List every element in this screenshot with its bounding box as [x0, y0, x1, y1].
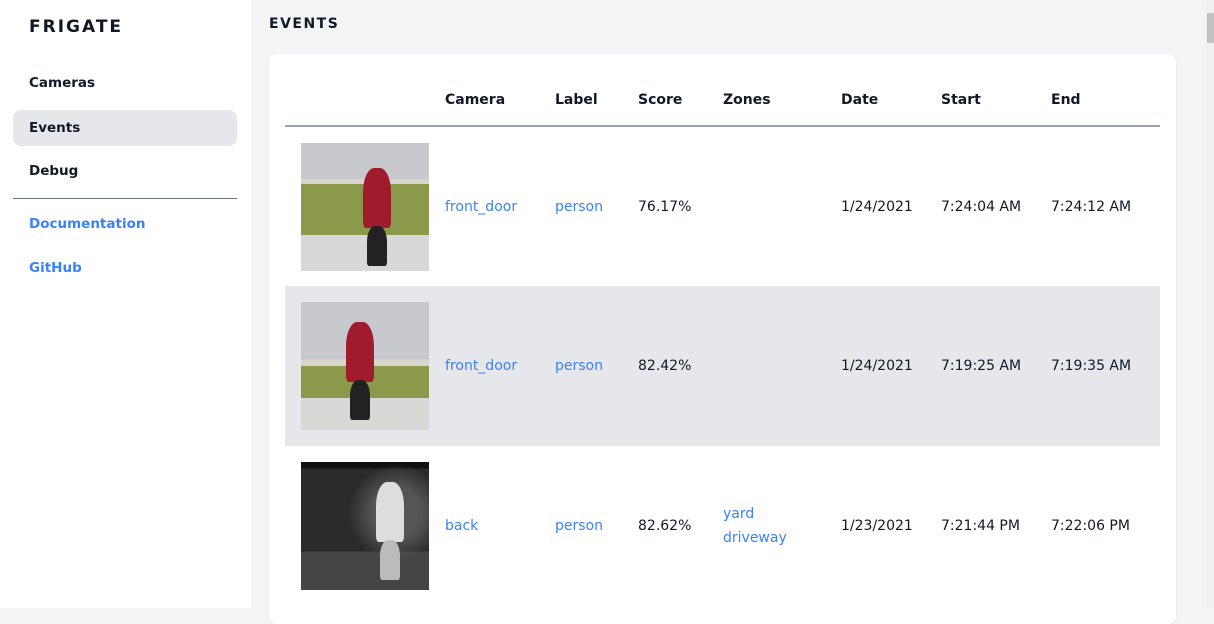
event-label-link[interactable]: person [555, 198, 603, 215]
event-end: 7:24:12 AM [1051, 198, 1132, 215]
event-camera-link[interactable]: front_door [445, 198, 518, 215]
event-score: 82.42% [638, 286, 723, 446]
event-end: 7:19:35 AM [1051, 286, 1160, 446]
table-header: Camera Label Score Zones Date Start End [285, 74, 1160, 127]
scrollbar-thumb[interactable] [1207, 13, 1214, 43]
col-camera: Camera [445, 74, 555, 127]
event-zones [723, 126, 841, 286]
event-start: 7:19:25 AM [941, 286, 1051, 446]
event-date: 1/23/2021 [841, 518, 913, 534]
link-documentation[interactable]: Documentation [29, 216, 146, 232]
event-thumbnail[interactable] [301, 462, 429, 590]
event-end: 7:22:06 PM [1051, 518, 1130, 534]
col-label: Label [555, 74, 638, 127]
event-start: 7:21:44 PM [941, 518, 1020, 534]
table-row[interactable]: back person 82.62% yard driveway 1/23/202… [285, 446, 1160, 606]
sidebar-item-cameras[interactable]: Cameras [29, 75, 96, 91]
events-card: Camera Label Score Zones Date Start End … [269, 54, 1176, 624]
event-date: 1/24/2021 [841, 286, 941, 446]
event-camera-link[interactable]: front_door [445, 286, 555, 446]
event-start: 7:24:04 AM [941, 198, 1022, 215]
event-zones [723, 286, 841, 446]
page-title: EVENTS [269, 16, 340, 32]
sidebar-item-events[interactable]: Events [13, 110, 237, 146]
link-github[interactable]: GitHub [29, 260, 82, 276]
events-table: Camera Label Score Zones Date Start End … [285, 74, 1160, 606]
col-end: End [1051, 74, 1160, 127]
sidebar: FRIGATE Cameras Events Debug Documentati… [0, 0, 253, 608]
col-date: Date [841, 74, 941, 127]
sidebar-item-debug[interactable]: Debug [29, 163, 79, 179]
table-row[interactable]: front_door person 82.42% 1/24/2021 7:19:… [285, 286, 1160, 446]
table-row[interactable]: front_door person 76.17% 1/24/2021 7:24:… [285, 126, 1160, 286]
sidebar-divider [13, 198, 237, 199]
event-label-link[interactable]: person [555, 518, 603, 534]
col-thumbnail [285, 74, 445, 127]
event-score: 76.17% [638, 198, 692, 215]
event-score: 82.62% [638, 518, 692, 534]
event-thumbnail[interactable] [301, 302, 429, 430]
brand-logo[interactable]: FRIGATE [29, 17, 124, 37]
event-date: 1/24/2021 [841, 198, 913, 215]
col-score: Score [638, 74, 723, 127]
col-start: Start [941, 74, 1051, 127]
zone-link[interactable]: driveway [723, 530, 787, 546]
scrollbar[interactable] [1206, 0, 1214, 608]
event-zones: yard driveway [723, 446, 841, 606]
event-label-link[interactable]: person [555, 286, 638, 446]
event-thumbnail[interactable] [301, 142, 429, 271]
event-camera-link[interactable]: back [445, 518, 479, 534]
col-zones: Zones [723, 74, 841, 127]
zone-link[interactable]: yard [723, 506, 755, 522]
